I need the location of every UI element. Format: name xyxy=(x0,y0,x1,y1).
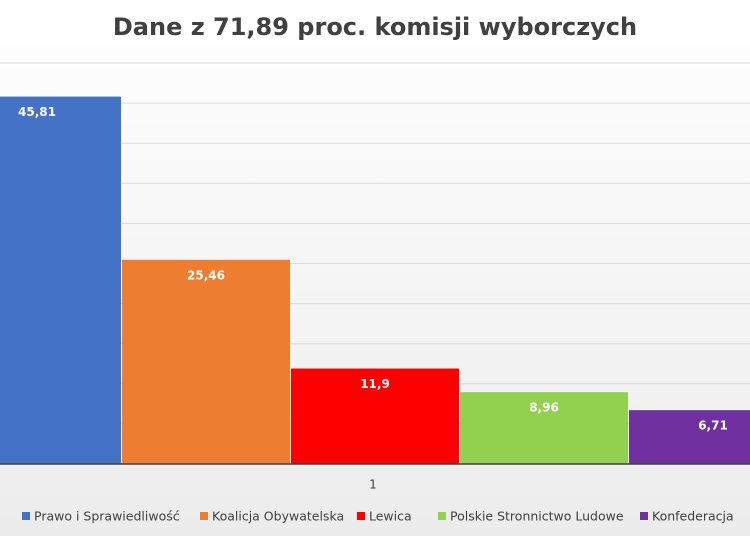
bar xyxy=(460,392,628,464)
legend-swatch xyxy=(200,512,208,520)
bar xyxy=(629,410,750,464)
legend-swatch xyxy=(357,512,365,520)
bar xyxy=(0,96,121,465)
legend-label: Koalicja Obywatelska xyxy=(212,509,344,524)
value-label: 8,96 xyxy=(529,401,559,415)
bar xyxy=(122,259,290,464)
legend-label: Konfederacja xyxy=(652,509,734,524)
legend-label: Prawo i Sprawiedliwość xyxy=(34,509,180,524)
value-label: 6,71 xyxy=(698,419,728,433)
value-label: 11,9 xyxy=(360,377,390,391)
x-tick-label: 1 xyxy=(369,478,377,492)
legend-swatch xyxy=(640,512,648,520)
legend-swatch xyxy=(22,512,30,520)
legend-label: Lewica xyxy=(369,509,412,524)
value-label: 25,46 xyxy=(187,268,225,282)
legend-swatch xyxy=(438,512,446,520)
legend-label: Polskie Stronnictwo Ludowe xyxy=(450,509,624,524)
value-label: 45,81 xyxy=(18,105,56,119)
chart-title: Dane z 71,89 proc. komisji wyborczych xyxy=(113,13,637,41)
bar xyxy=(291,368,459,464)
